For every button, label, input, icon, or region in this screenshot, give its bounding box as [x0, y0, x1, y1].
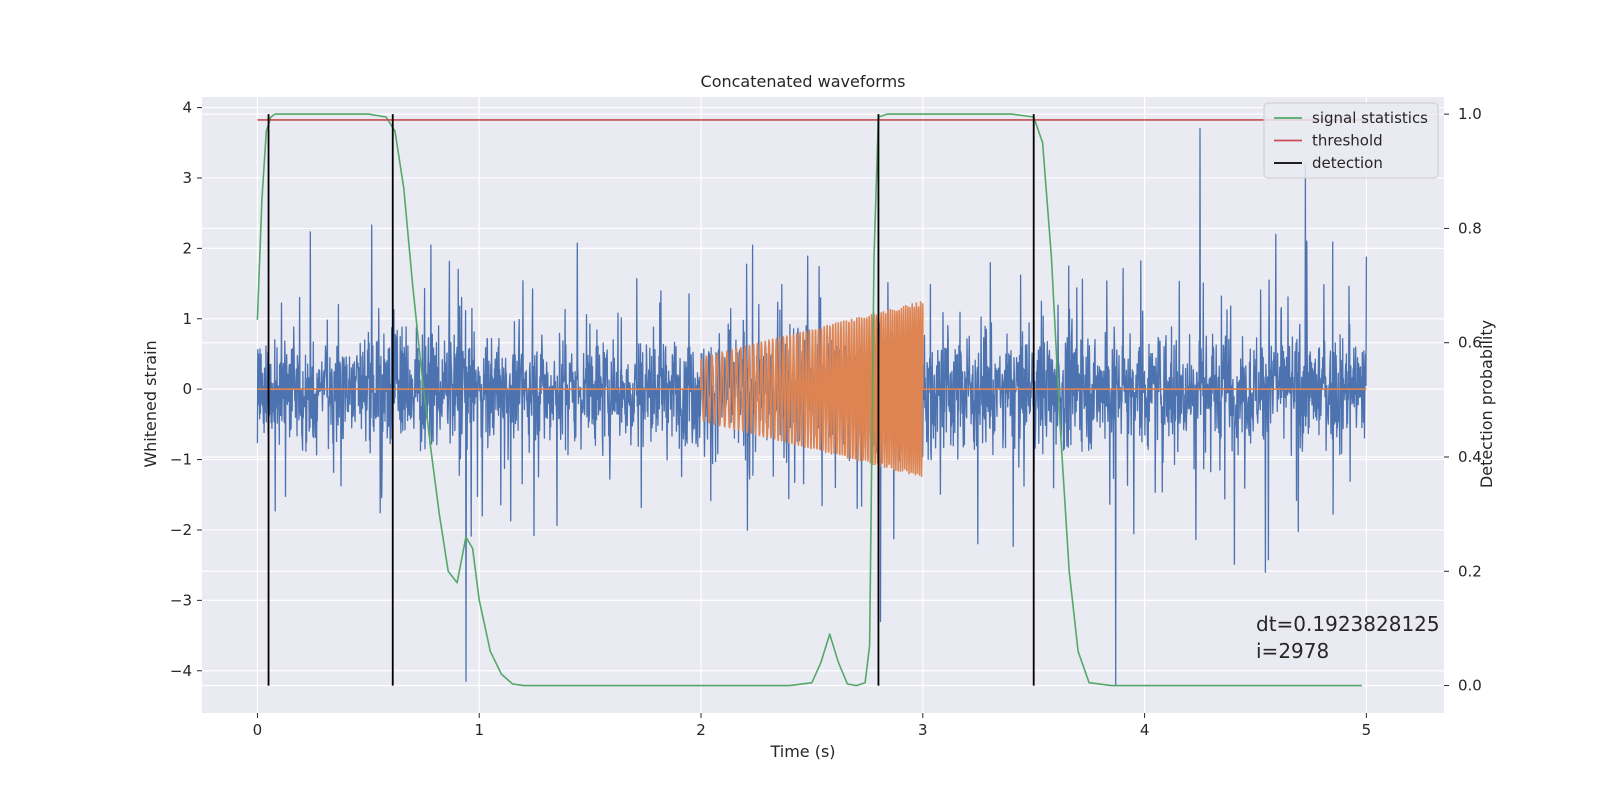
y-right-tick-label: 0.6: [1458, 334, 1482, 352]
signal-statistics-line: [256, 113, 1362, 687]
x-axis-label: Time (s): [769, 742, 835, 761]
x-tick-label: 5: [1362, 721, 1372, 739]
y-axis-right-label: Detection probability: [1477, 320, 1496, 488]
y-right-tick-label: 0.2: [1458, 562, 1482, 580]
annotation: dt=0.1923828125 i=2978: [1256, 612, 1440, 663]
x-tick-label: 3: [918, 721, 928, 739]
y-tick-label: 3: [182, 169, 192, 187]
y-tick-label: 1: [182, 310, 192, 328]
y-right-tick-label: 0.0: [1458, 677, 1482, 695]
y-tick-label: 2: [182, 239, 192, 257]
annotation-line: dt=0.1923828125: [1256, 612, 1440, 636]
ticks: 0 1 2 3 4 5 −4 −3 −2 −1 0 1 2 3 4 0.0 0.2 0.4 0.6 0.8 1.0: [170, 99, 1482, 739]
y-right-tick-label: 1.0: [1458, 105, 1482, 123]
y-right-tick-label: 0.4: [1458, 448, 1482, 466]
y-tick-label: −4: [170, 662, 192, 680]
y-axis-label: Whitened strain: [141, 340, 160, 467]
annotation-line: i=2978: [1256, 639, 1329, 663]
series-layer: [256, 113, 1368, 687]
y-tick-label: 0: [182, 380, 192, 398]
y-tick-label: −1: [170, 451, 192, 469]
legend: signal statistics threshold detection: [1263, 102, 1439, 179]
legend-box: [1263, 102, 1439, 179]
y-tick-label: −3: [170, 591, 192, 609]
x-tick-label: 2: [696, 721, 706, 739]
chirp-line: [257, 301, 1367, 478]
y-tick-label: 4: [182, 99, 192, 117]
legend-label: signal statistics: [1312, 109, 1428, 127]
x-tick-label: 0: [253, 721, 263, 739]
legend-label: threshold: [1312, 132, 1383, 150]
x-tick-label: 1: [474, 721, 484, 739]
legend-label: detection: [1312, 154, 1383, 172]
y-right-tick-label: 0.8: [1458, 219, 1482, 237]
chart-title: Concatenated waveforms: [701, 72, 906, 91]
y-tick-label: −2: [170, 521, 192, 539]
x-tick-label: 4: [1140, 721, 1150, 739]
